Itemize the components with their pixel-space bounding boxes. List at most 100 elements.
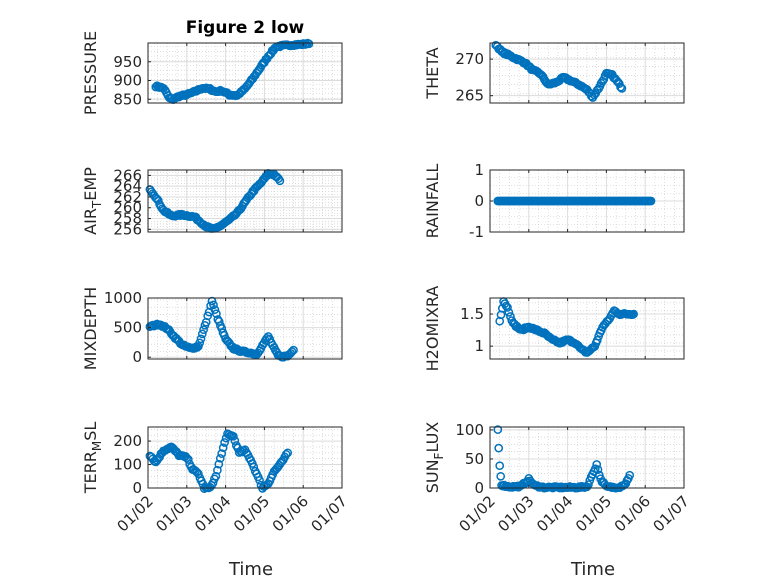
y-tick-label: 262 [113,188,142,206]
y-tick-label: 900 [113,72,142,90]
x-tick-label: 01/02 [114,492,157,535]
chart-title: Figure 2 low [186,18,305,38]
data-point [494,443,504,453]
data-point [195,338,205,348]
x-tick-label: 01/03 [152,492,195,535]
axes-frame [489,426,685,489]
axes-frame [147,42,343,104]
data-point [629,309,638,319]
x-tick-label: 01/04 [191,492,234,535]
data-point [214,459,224,469]
data-point [275,176,285,186]
data-point [183,455,193,464]
y-tick-label: 0 [474,192,484,210]
data-point [496,471,506,481]
data-point [210,305,220,314]
y-tick-label: 50 [465,450,484,468]
data-point [625,470,635,480]
y-axis-label: AIRTEMP [81,167,104,235]
data-point [192,343,202,352]
data-point [151,193,161,203]
data-point [289,345,298,355]
x-tick-label: 01/07 [308,492,351,535]
data-point [199,325,208,335]
data-point [503,303,512,312]
y-tick-label: 265 [455,87,484,105]
data-point [304,39,314,49]
y-tick-label: 1 [474,161,484,179]
subplot-sun-flux: 0 50 100 SUNFLUX 01/0201/0301/0401/0501/0601… [423,421,693,580]
y-axis-label: SUNFLUX [423,422,446,494]
x-tick-label: 01/05 [572,492,615,535]
data-point [255,475,264,485]
y-tick-label: 0 [474,479,484,497]
y-axis-label: PRESSURE [81,31,100,115]
x-tick-label: 01/04 [533,492,576,535]
axes-frame [489,42,685,104]
y-axis-label: MIXDEPTH [81,287,100,370]
y-tick-label: 0 [132,479,142,497]
y-axis-label: TERRMSL [81,422,104,495]
y-tick-label: 100 [455,421,484,439]
y-tick-label: 270 [455,50,484,68]
data-point [263,51,273,61]
y-tick-label: 1.5 [460,305,484,323]
data-point [229,431,238,441]
data-point [213,465,222,475]
data-point [617,84,627,93]
subplot-theta: 265 270 THETA [423,40,685,105]
data-point [214,317,224,326]
data-point [616,82,625,92]
y-tick-label: -1 [469,223,484,241]
data-point [593,465,603,475]
y-tick-label: 950 [113,53,142,71]
data-point [592,335,602,345]
x-tick-label: 01/03 [494,492,537,535]
data-point [217,449,227,458]
data-point [281,449,291,459]
data-point [230,436,240,445]
axes-frame [489,297,685,360]
data-point [194,469,203,479]
subplot-terr-msl: 0 100 200 TERRMSL 01/0201/0301/0401/0501/060… [81,422,351,580]
y-tick-label: 1000 [104,289,142,307]
y-axis-label: THETA [423,47,442,99]
data-point [592,460,602,469]
subplot-h2omixra: 1 1.5 H2OMIXRA [423,286,685,372]
y-tick-label: 0 [132,348,142,366]
data-point [212,309,221,319]
data-point [164,325,174,334]
y-tick-label: 258 [113,210,142,228]
x-tick-label: 01/06 [611,492,654,535]
y-tick-label: 200 [113,432,142,450]
subplot-rainfall: -1 0 1 RAINFALL [423,161,685,241]
data-point [504,307,514,317]
data-point [209,300,218,310]
data-point [211,471,221,481]
x-axis-label: Time [570,559,615,580]
axes-frame [147,297,343,360]
y-axis-label: H2OMIXRA [423,286,442,372]
data-point [215,453,225,463]
x-tick-label: 01/07 [650,492,693,535]
data-point [197,329,207,339]
axes-frame [147,426,343,489]
data-point [196,334,206,344]
y-tick-label: 266 [113,166,142,184]
x-tick-label: 01/06 [269,492,312,535]
data-point [493,425,503,434]
x-axis-label: Time [228,559,273,580]
y-tick-label: 500 [113,319,142,337]
data-point [287,347,297,356]
data-point [153,454,163,463]
data-point [646,196,656,206]
data-point [283,448,293,458]
data-point [495,461,505,471]
y-tick-label: 260 [113,199,142,217]
x-tick-label: 01/05 [230,492,273,535]
data-point [218,443,228,453]
